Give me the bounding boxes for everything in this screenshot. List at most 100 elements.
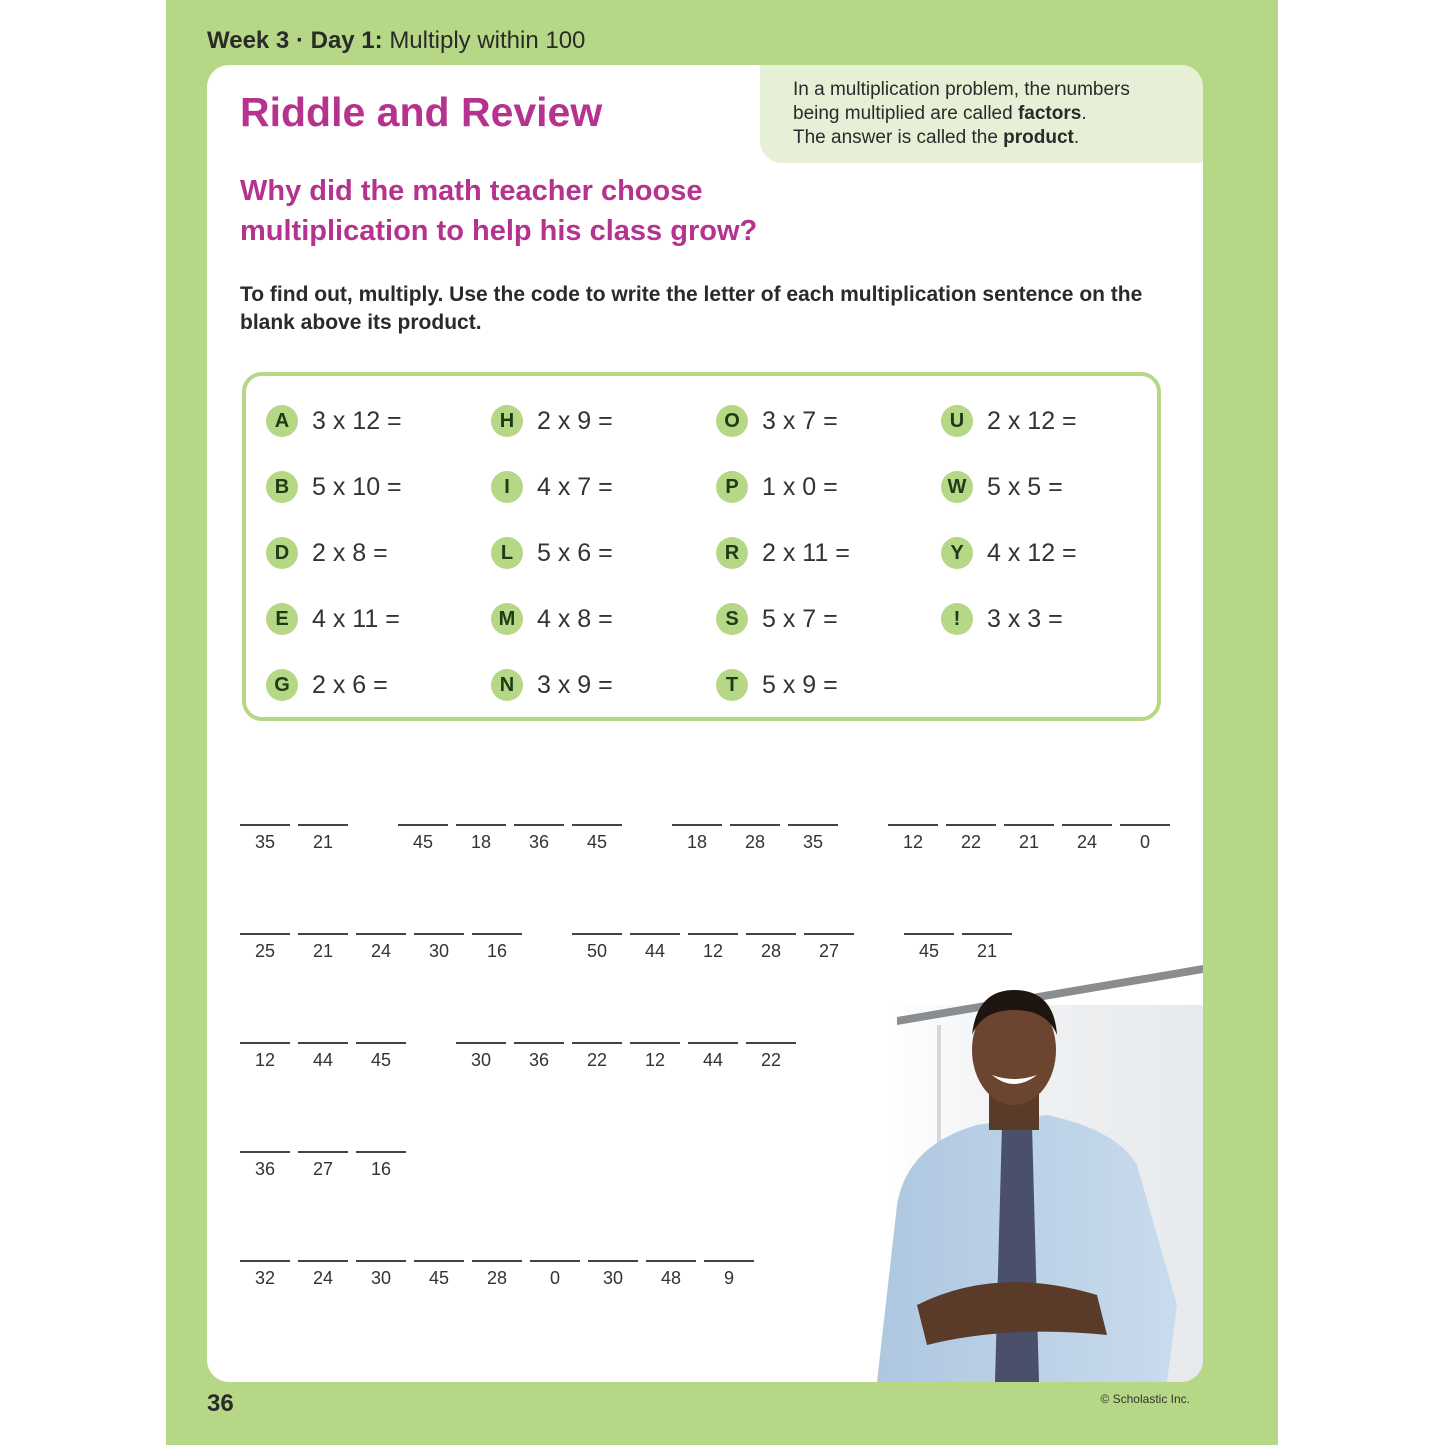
blank-line — [1120, 824, 1170, 826]
answer-blank[interactable]: 18 — [672, 824, 722, 853]
answer-blank[interactable]: 48 — [646, 1260, 696, 1289]
answer-blank[interactable]: 28 — [746, 933, 796, 962]
code-entry-p: P 1 x 0 = — [716, 471, 838, 503]
product-number: 28 — [744, 832, 766, 852]
answer-blank[interactable]: 22 — [572, 1042, 622, 1071]
letter-badge: O — [716, 405, 748, 437]
blank-line — [804, 933, 854, 935]
problem: 5 x 10 = — [312, 472, 402, 501]
answer-blank[interactable]: 36 — [240, 1151, 290, 1180]
teacher-photo — [877, 965, 1203, 1382]
product-number: 12 — [254, 1050, 276, 1070]
answer-blank[interactable]: 45 — [572, 824, 622, 853]
code-entry-e: E 4 x 11 = — [266, 603, 400, 635]
product-number: 45 — [586, 832, 608, 852]
blank-line — [414, 1260, 464, 1262]
code-entry-i: I 4 x 7 = — [491, 471, 613, 503]
answer-blank[interactable]: 30 — [356, 1260, 406, 1289]
product-number: 9 — [723, 1268, 734, 1288]
answer-blank[interactable]: 30 — [456, 1042, 506, 1071]
answer-blank[interactable]: 28 — [730, 824, 780, 853]
blank-line — [414, 933, 464, 935]
problem: 2 x 6 = — [312, 670, 388, 699]
answer-blank[interactable]: 16 — [356, 1151, 406, 1180]
product-number: 22 — [760, 1050, 782, 1070]
blank-line — [904, 933, 954, 935]
product-number: 25 — [254, 941, 276, 961]
answer-blank[interactable]: 0 — [530, 1260, 580, 1289]
letter-badge: N — [491, 669, 523, 701]
blank-line — [672, 824, 722, 826]
answer-blank[interactable]: 35 — [788, 824, 838, 853]
product-number: 30 — [602, 1268, 624, 1288]
answer-blank[interactable]: 25 — [240, 933, 290, 962]
answer-blank[interactable]: 30 — [414, 933, 464, 962]
answer-blank[interactable]: 45 — [414, 1260, 464, 1289]
answer-blank[interactable]: 22 — [746, 1042, 796, 1071]
code-entry-u: U 2 x 12 = — [941, 405, 1077, 437]
blank-line — [888, 824, 938, 826]
answer-blank[interactable]: 21 — [298, 824, 348, 853]
answer-blank[interactable]: 9 — [704, 1260, 754, 1289]
blank-line — [746, 1042, 796, 1044]
problem: 3 x 3 = — [987, 604, 1063, 633]
problem: 5 x 9 = — [762, 670, 838, 699]
letter-badge: E — [266, 603, 298, 635]
info-text: . — [1073, 127, 1080, 148]
blank-line — [356, 1260, 406, 1262]
answer-blank[interactable]: 32 — [240, 1260, 290, 1289]
topic-label: Multiply within 100 — [389, 27, 586, 54]
answer-blank[interactable]: 22 — [946, 824, 996, 853]
answer-blank[interactable]: 44 — [630, 933, 680, 962]
answer-blank[interactable]: 16 — [472, 933, 522, 962]
answer-blank[interactable]: 12 — [240, 1042, 290, 1071]
code-entry-l: L 5 x 6 = — [491, 537, 613, 569]
answer-blank[interactable]: 21 — [298, 933, 348, 962]
code-entry-s: S 5 x 7 = — [716, 603, 838, 635]
answer-blank[interactable]: 50 — [572, 933, 622, 962]
product-number: 0 — [549, 1268, 560, 1288]
answer-blank[interactable]: 27 — [804, 933, 854, 962]
answer-blank[interactable]: 45 — [904, 933, 954, 962]
letter-badge: L — [491, 537, 523, 569]
riddle-line: multiplication to help his class grow? — [240, 215, 758, 247]
info-line: In a multiplication problem, the numbers — [793, 79, 1130, 100]
answer-blank[interactable]: 36 — [514, 1042, 564, 1071]
product-number: 44 — [702, 1050, 724, 1070]
answer-blank[interactable]: 12 — [688, 933, 738, 962]
problem: 3 x 12 = — [312, 406, 402, 435]
answer-blank[interactable]: 18 — [456, 824, 506, 853]
answer-blank[interactable]: 45 — [398, 824, 448, 853]
answer-blank[interactable]: 44 — [688, 1042, 738, 1071]
product-number: 32 — [254, 1268, 276, 1288]
answer-blank[interactable]: 0 — [1120, 824, 1170, 853]
answer-blank[interactable]: 21 — [1004, 824, 1054, 853]
answer-blank[interactable]: 44 — [298, 1042, 348, 1071]
blank-line — [298, 933, 348, 935]
code-entry-g: G 2 x 6 = — [266, 669, 388, 701]
answer-blank[interactable]: 35 — [240, 824, 290, 853]
answer-blank[interactable]: 24 — [356, 933, 406, 962]
answer-blank[interactable]: 12 — [630, 1042, 680, 1071]
product-number: 28 — [486, 1268, 508, 1288]
product-number: 35 — [802, 832, 824, 852]
problem: 2 x 12 = — [987, 406, 1077, 435]
answer-blank[interactable]: 45 — [356, 1042, 406, 1071]
blank-line — [240, 1151, 290, 1153]
letter-badge: D — [266, 537, 298, 569]
product-number: 0 — [1139, 832, 1150, 852]
answer-blank[interactable]: 30 — [588, 1260, 638, 1289]
answer-blank[interactable]: 24 — [298, 1260, 348, 1289]
answer-blank[interactable]: 24 — [1062, 824, 1112, 853]
product-number: 21 — [1018, 832, 1040, 852]
blank-line — [746, 933, 796, 935]
page-title: Riddle and Review — [240, 89, 603, 135]
blank-line — [1004, 824, 1054, 826]
answer-blank[interactable]: 36 — [514, 824, 564, 853]
answer-blank[interactable]: 12 — [888, 824, 938, 853]
letter-badge: Y — [941, 537, 973, 569]
blank-line — [514, 1042, 564, 1044]
answer-blank[interactable]: 27 — [298, 1151, 348, 1180]
answer-blank[interactable]: 21 — [962, 933, 1012, 962]
answer-blank[interactable]: 28 — [472, 1260, 522, 1289]
